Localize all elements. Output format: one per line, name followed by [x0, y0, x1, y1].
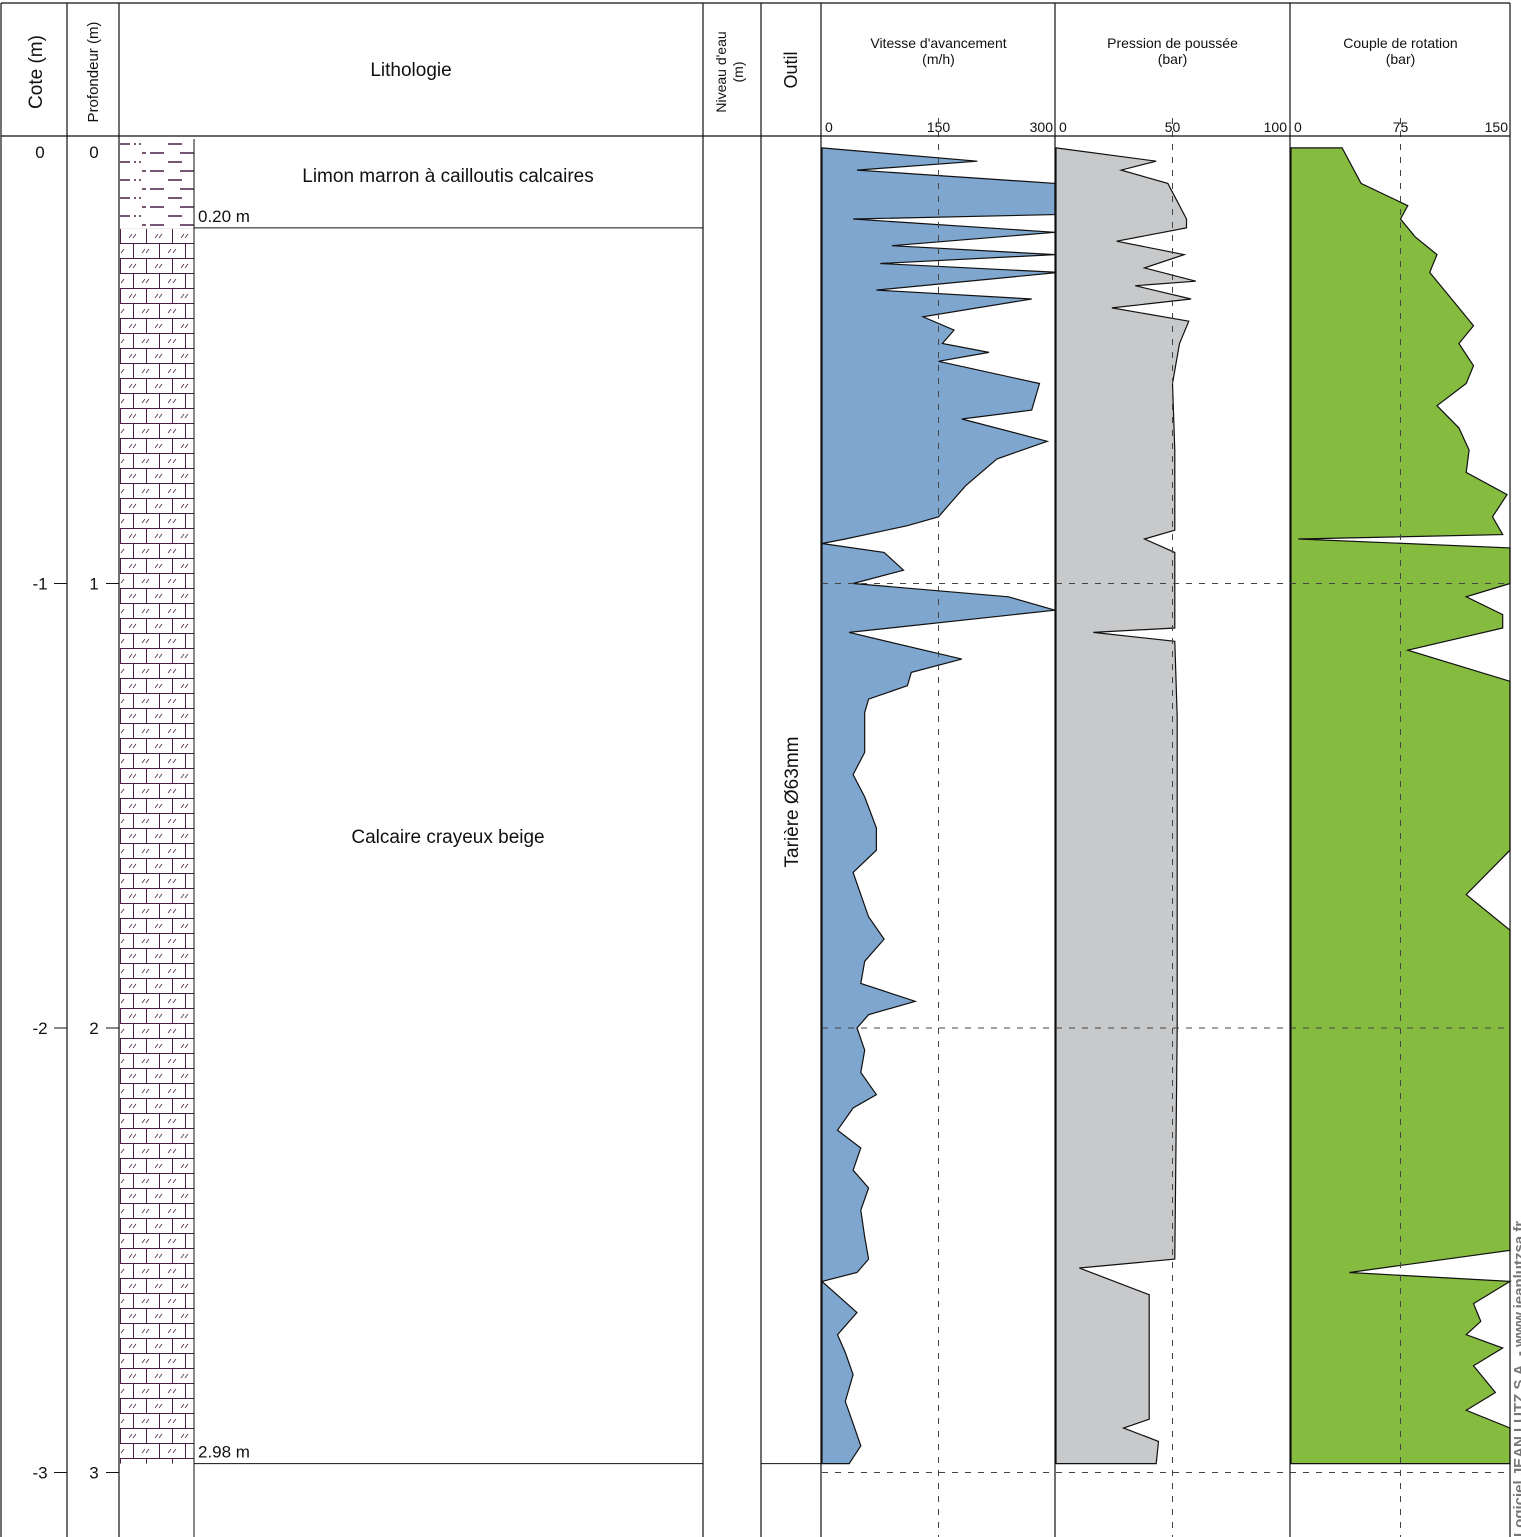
lithology-column: 0.20 m Limon marron à cailloutis calcaire… [120, 139, 821, 1537]
depth-labels: 0 -1 -2 -3 0 1 2 3 [32, 143, 119, 1483]
header-lithologie: Lithologie [370, 60, 451, 81]
tool-label: Tarière Ø63mm [782, 737, 803, 868]
cote-label: 0 [35, 143, 44, 162]
chart-vitesse-tick-label: 300 [1030, 119, 1054, 135]
header-outil: Outil [781, 51, 801, 88]
cote-label: -2 [32, 1019, 47, 1038]
lithology-pattern-2 [120, 229, 194, 1464]
chart-pression-tick-label: 100 [1264, 119, 1288, 135]
profondeur-label: 0 [89, 143, 98, 162]
header-cote: Cote (m) [26, 35, 47, 109]
cote-label: -3 [32, 1464, 47, 1483]
chart-vitesse-area [822, 148, 1059, 1464]
log-frame [1, 3, 1510, 1537]
cote-label: -1 [32, 575, 47, 594]
chart-pression-area [1056, 148, 1196, 1464]
layer-base-label: 2.98 m [198, 1443, 250, 1462]
chart-couple-unit: (bar) [1386, 51, 1416, 67]
chart-pression-title: Pression de poussée [1107, 35, 1238, 51]
profondeur-label: 1 [89, 575, 98, 594]
chart-pression-unit: (bar) [1158, 51, 1188, 67]
watermark: Logiciel JEAN LUTZ S.A. - www.jeanlutzsa… [1511, 1221, 1521, 1537]
profondeur-label: 2 [89, 1019, 98, 1038]
header-profondeur: Profondeur (m) [85, 22, 102, 123]
chart-couple-title: Couple de rotation [1343, 35, 1457, 51]
layer-base-label: 0.20 m [198, 207, 250, 226]
chart-pression-tick-label: 0 [1059, 119, 1067, 135]
profondeur-label: 3 [89, 1464, 98, 1483]
lithology-pattern-1 [120, 139, 194, 228]
chart-vitesse-unit: (m/h) [922, 51, 955, 67]
layer-description: Limon marron à cailloutis calcaires [302, 166, 593, 187]
column-headers: Cote (m) Profondeur (m) Lithologie Nivea… [26, 22, 801, 123]
header-niveau-eau: Niveau d'eau [713, 31, 729, 112]
chart-vitesse: Vitesse d'avancement(m/h)0 150 300 [822, 35, 1059, 1464]
drilling-parameter-charts: Vitesse d'avancement(m/h) 0 150 300 Pression… [822, 35, 1510, 1464]
chart-vitesse-tick-label: 0 [825, 119, 833, 135]
header-niveau-eau-unit: (m) [730, 62, 746, 83]
chart-vitesse-title: Vitesse d'avancement [870, 35, 1006, 51]
layer-description: Calcaire crayeux beige [351, 827, 544, 848]
chart-couple-tick-label: 0 [1294, 119, 1302, 135]
chart-couple-tick-label: 150 [1485, 119, 1509, 135]
chart-pression: Pression de poussée(bar)0 50 100 [1056, 35, 1287, 1464]
